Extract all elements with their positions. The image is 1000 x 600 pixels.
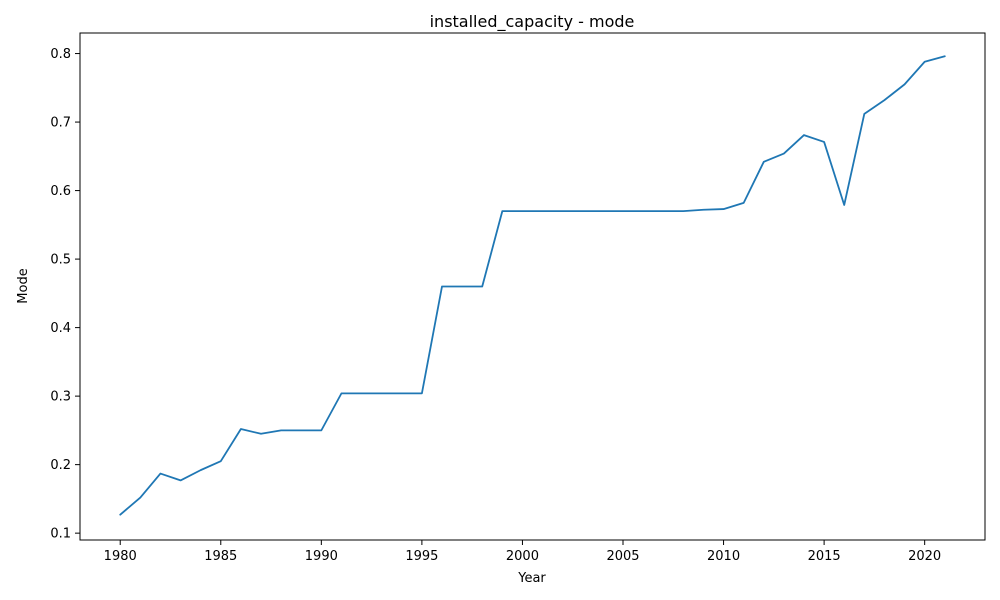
- x-tick-label: 2000: [506, 549, 539, 564]
- x-tick-label: 1985: [204, 549, 237, 564]
- x-axis-ticks: 1980 1985 1990 1995 2000 2005 2010 2015 2020: [104, 540, 941, 564]
- x-axis-label: Year: [517, 571, 546, 586]
- series-layer: [119, 55, 946, 516]
- plot-area-frame: [79, 32, 986, 541]
- chart-title: installed_capacity - mode: [430, 12, 635, 32]
- x-tick-label: 2010: [707, 549, 740, 564]
- x-tick-label: 2015: [808, 549, 841, 564]
- y-tick-label: 0.7: [50, 116, 71, 131]
- y-tick-label: 0.5: [50, 253, 71, 268]
- y-tick-label: 0.6: [50, 184, 71, 199]
- y-axis-ticks: 0.1 0.2 0.3 0.4 0.5 0.6 0.7 0.8: [50, 47, 80, 542]
- y-tick-label: 0.8: [50, 47, 71, 62]
- y-tick-label: 0.2: [50, 458, 71, 473]
- x-tick-label: 2020: [908, 549, 941, 564]
- x-tick-label: 2005: [606, 549, 639, 564]
- y-tick-label: 0.1: [50, 527, 71, 542]
- x-tick-label: 1995: [405, 549, 438, 564]
- series-line: [119, 55, 946, 516]
- x-tick-label: 1980: [104, 549, 137, 564]
- y-tick-label: 0.3: [50, 390, 71, 405]
- y-tick-label: 0.4: [50, 321, 71, 336]
- y-axis-label: Mode: [16, 268, 31, 303]
- x-tick-label: 1990: [305, 549, 338, 564]
